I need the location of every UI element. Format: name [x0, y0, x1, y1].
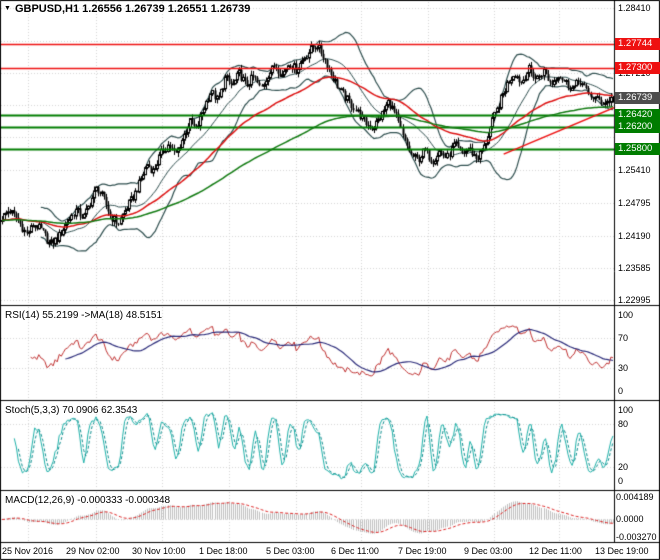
- price-axis-label: 1.28410: [618, 3, 651, 13]
- price-axis-label: 1.24190: [618, 231, 651, 241]
- price-axis-label: 1.24795: [618, 198, 651, 208]
- stoch-axis-label: 20: [618, 462, 629, 472]
- rsi-axis-label: 100: [618, 310, 634, 320]
- macd-axis-label: 0.004189: [616, 492, 654, 502]
- rsi-axis-label: 70: [618, 333, 629, 343]
- time-axis-label: 7 Dec 19:00: [398, 546, 447, 556]
- price-level-tag[interactable]: 1.25800: [615, 143, 660, 155]
- stochastic-indicator-label: Stoch(5,3,3) 70.0906 62.3543: [5, 405, 138, 416]
- macd-axis-label: 0.0000: [616, 514, 644, 524]
- time-axis-label: 25 Nov 2016: [2, 546, 54, 556]
- rsi-axis-label: 0: [618, 386, 624, 396]
- price-axis-label: 1.25410: [618, 165, 651, 175]
- collapse-objects-icon[interactable]: ▼: [4, 5, 11, 12]
- rsi-axis-label: 30: [618, 363, 629, 373]
- macd-axis-label: -0.003270: [616, 532, 657, 542]
- symbol-ohlc-label: GBPUSD,H1 1.26556 1.26739 1.26551 1.2673…: [14, 3, 251, 15]
- time-axis-label: 6 Dec 11:00: [331, 546, 379, 556]
- stoch-axis-label: 80: [618, 419, 629, 429]
- chart-header: ▼ GBPUSD,H1 1.26556 1.26739 1.26551 1.267…: [4, 3, 250, 15]
- time-axis-label: 9 Dec 03:00: [464, 546, 513, 556]
- price-level-tag[interactable]: 1.27744: [615, 38, 660, 50]
- macd-indicator-label: MACD(12,26,9) -0.000333 -0.000348: [5, 495, 171, 506]
- stoch-axis-label: 100: [618, 405, 634, 415]
- price-level-tag[interactable]: 1.26420: [615, 109, 660, 121]
- price-level-tag[interactable]: 1.27300: [615, 62, 660, 74]
- time-axis-label: 12 Dec 11:00: [529, 546, 582, 556]
- time-axis-label: 29 Nov 02:00: [66, 546, 120, 556]
- price-level-tag[interactable]: 1.26739: [615, 92, 660, 104]
- rsi-indicator-label: RSI(14) 55.2199 ->MA(18) 48.5151: [5, 310, 163, 321]
- time-axis-label: 1 Dec 18:00: [199, 546, 248, 556]
- time-axis-label: 5 Dec 03:00: [266, 546, 315, 556]
- price-axis-label: 1.22995: [618, 295, 651, 305]
- price-axis-label: 1.23585: [618, 263, 651, 273]
- time-axis-label: 13 Dec 19:00: [595, 546, 649, 556]
- stoch-axis-label: 0: [618, 476, 624, 486]
- time-axis-label: 30 Nov 10:00: [132, 546, 186, 556]
- price-level-tag[interactable]: 1.26200: [615, 121, 660, 133]
